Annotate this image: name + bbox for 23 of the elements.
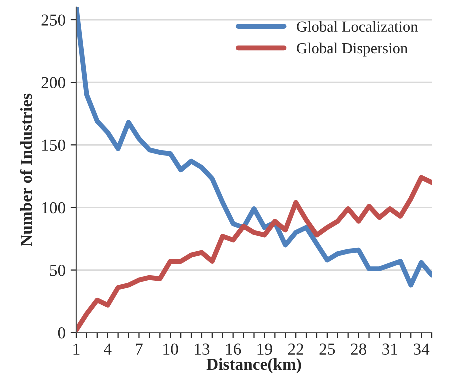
y-tick-label: 150 bbox=[42, 140, 66, 152]
x-tick-label: 22 bbox=[288, 344, 304, 355]
x-tick-label: 31 bbox=[382, 344, 398, 356]
y-tick-label: 50 bbox=[50, 264, 66, 276]
x-tick-label: 25 bbox=[320, 344, 336, 356]
x-axis-title: Distance(km) bbox=[206, 358, 302, 374]
y-tick-label: 0 bbox=[58, 328, 66, 339]
y-tick-label: 200 bbox=[42, 77, 66, 89]
x-tick-label: 28 bbox=[351, 344, 367, 356]
x-tick-label: 7 bbox=[136, 344, 143, 355]
x-tick-label: 10 bbox=[164, 344, 178, 356]
x-tick-label: 1 bbox=[74, 344, 80, 355]
x-tick-label: 16 bbox=[226, 344, 242, 356]
legend-label: Global Localization bbox=[297, 21, 418, 32]
x-tick-label: 4 bbox=[104, 344, 112, 355]
x-tick-label: 13 bbox=[195, 344, 210, 356]
x-tick-label: 34 bbox=[414, 344, 430, 356]
legend-label: Global Dispersion bbox=[297, 42, 408, 57]
y-axis-title: Number of Industries bbox=[20, 94, 32, 247]
y-tick-label: 250 bbox=[42, 14, 66, 26]
y-tick-label: 100 bbox=[42, 202, 66, 214]
line-series bbox=[76, 7, 432, 288]
x-tick-label: 19 bbox=[258, 344, 272, 356]
